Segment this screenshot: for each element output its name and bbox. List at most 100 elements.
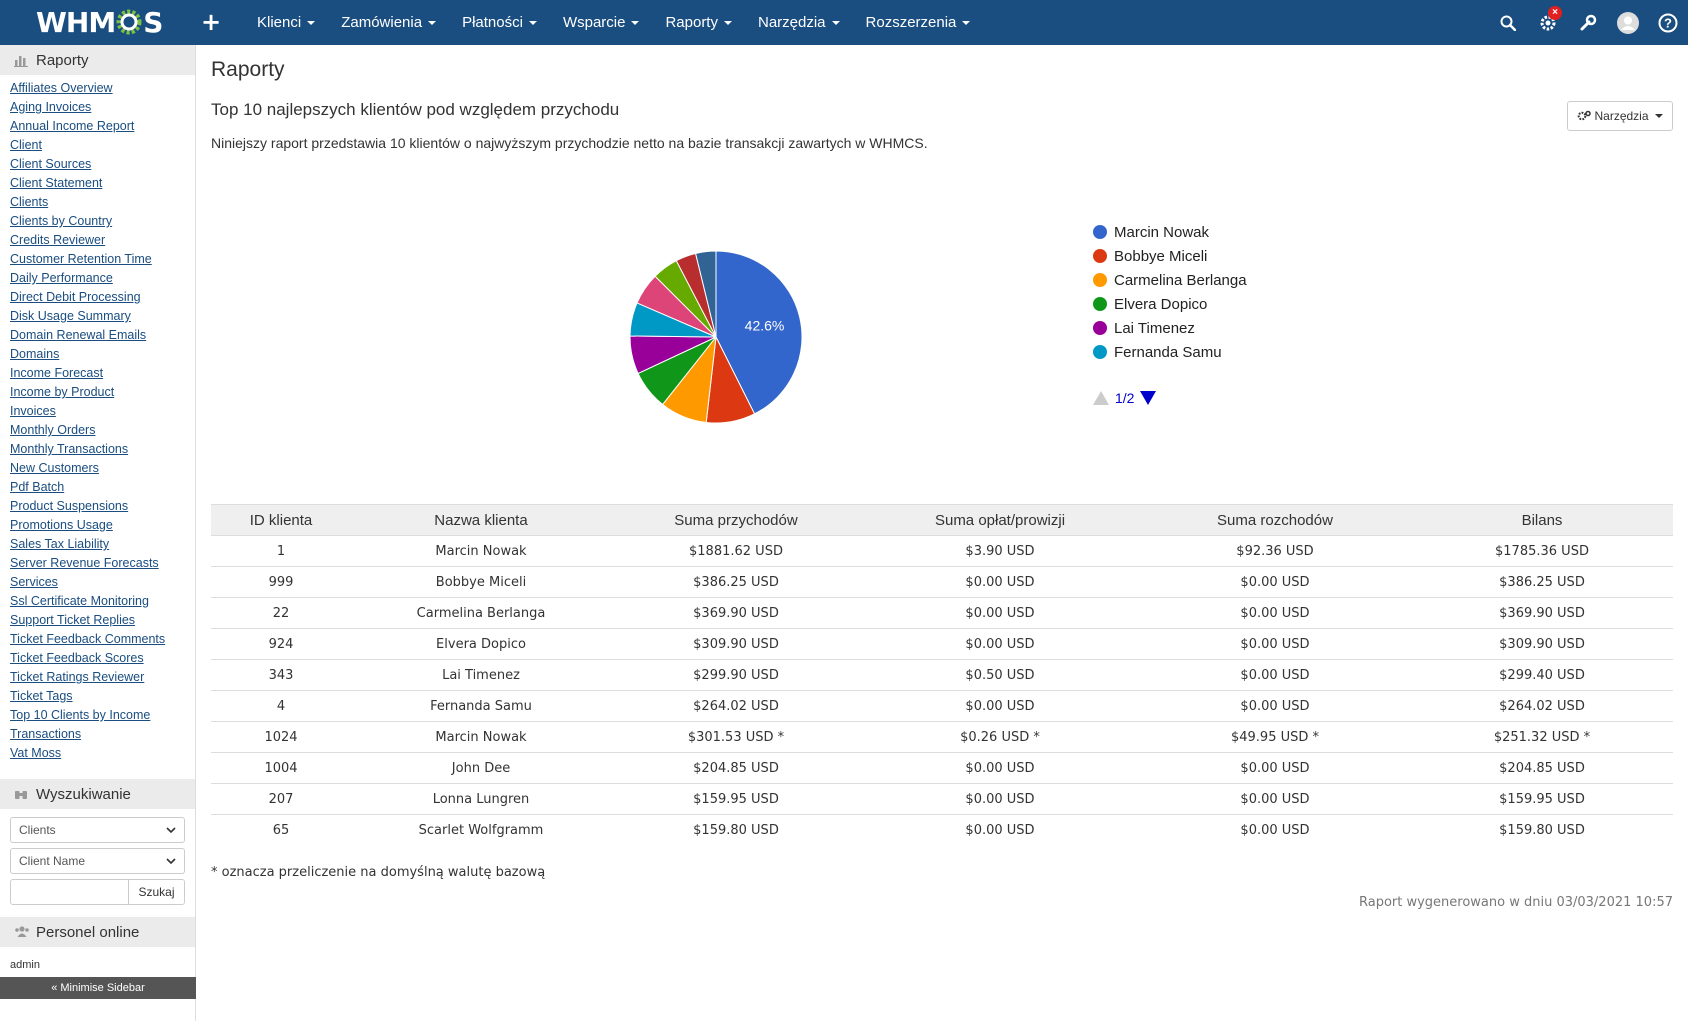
legend-color-dot [1093,345,1107,359]
sidebar-search-header: Wyszukiwanie [0,779,195,809]
table-cell: Lai Timenez [351,659,611,691]
report-links-list: Affiliates Overview Aging Invoices Annual … [0,75,195,769]
nav-item-orders[interactable]: Zamówienia [328,0,449,45]
sidebar-search-input[interactable] [11,880,128,904]
sidebar-report-link[interactable]: Ticket Ratings Reviewer [10,670,145,684]
legend-item[interactable]: Fernanda Samu [1093,340,1247,364]
legend-color-dot [1093,273,1107,287]
table-cell: $0.00 USD [1139,783,1411,815]
logo-gear-icon [116,9,142,35]
sidebar-report-link[interactable]: Pdf Batch [10,480,65,494]
sidebar-report-link[interactable]: Client [10,138,42,152]
caret-down-icon [723,20,732,25]
sidebar-report-link[interactable]: Monthly Orders [10,423,96,437]
legend-color-dot [1093,297,1107,311]
sidebar-report-link[interactable]: Clients [10,195,49,209]
nav-item-billing[interactable]: Płatności [449,0,550,45]
sidebar-report-link[interactable]: Ticket Tags [10,689,73,703]
sidebar-report-link[interactable]: Ssl Certificate Monitoring [10,594,149,608]
sidebar-report-link[interactable]: Client Sources [10,157,92,171]
sidebar-report-link[interactable]: Ticket Feedback Comments [10,632,166,646]
nav-item-addons[interactable]: Rozszerzenia [853,0,984,45]
user-avatar-icon[interactable] [1608,0,1648,45]
alert-badge: × [1548,6,1562,20]
sidebar-report-link[interactable]: New Customers [10,461,99,475]
nav-item-label: Rozszerzenia [865,14,957,31]
automation-status-gear-icon[interactable]: × [1528,0,1568,45]
top-clients-table: ID klienta Nazwa klienta Suma przychodów… [211,504,1673,846]
table-cell: Bobbye Miceli [351,566,611,598]
sidebar-report-link[interactable]: Client Statement [10,176,103,190]
search-type-select[interactable]: Clients [10,817,185,843]
table-cell: Fernanda Samu [351,690,611,722]
pie-slice-label: 42.6% [745,318,785,334]
legend-label: Fernanda Samu [1114,343,1222,361]
sidebar-report-link[interactable]: Transactions [10,727,82,741]
table-cell: $369.90 USD [1411,597,1673,629]
users-icon [14,925,29,939]
add-new-plus-icon[interactable]: + [201,8,222,36]
search-icon[interactable] [1488,0,1528,45]
sidebar-report-link[interactable]: Affiliates Overview [10,81,113,95]
table-cell: $159.80 USD [611,814,861,846]
sidebar-report-link[interactable]: Credits Reviewer [10,233,106,247]
table-cell: $159.95 USD [611,783,861,815]
pie-slice[interactable] [694,250,717,338]
legend-page-down-icon[interactable] [1140,391,1157,405]
sidebar-report-link[interactable]: Income by Product [10,385,115,399]
cogs-icon [1578,110,1592,121]
table-cell: $0.00 USD [1139,597,1411,629]
table-cell: Carmelina Berlanga [351,597,611,629]
sidebar-report-link[interactable]: Vat Moss [10,746,62,760]
sidebar-report-link[interactable]: Invoices [10,404,56,418]
table-cell: $204.85 USD [1411,752,1673,784]
legend-item[interactable]: Lai Timenez [1093,316,1247,340]
nav-item-clients[interactable]: Klienci [244,0,328,45]
table-cell: 1024 [211,721,351,753]
whmcs-logo[interactable]: WHM S [36,5,163,39]
sidebar-report-link[interactable]: Promotions Usage [10,518,113,532]
wrench-icon[interactable] [1568,0,1608,45]
table-cell: $299.40 USD [1411,659,1673,691]
sidebar-report-link[interactable]: Ticket Feedback Scores [10,651,144,665]
logo-text-right: S [143,5,163,39]
table-cell: 22 [211,597,351,629]
nav-item-utilities[interactable]: Narzędzia [745,0,853,45]
sidebar-report-link[interactable]: Product Suspensions [10,499,129,513]
pie-slice[interactable] [715,250,803,415]
nav-item-reports[interactable]: Raporty [652,0,745,45]
sidebar-report-link[interactable]: Direct Debit Processing [10,290,141,304]
chevron-down-icon [166,857,176,864]
sidebar-report-link[interactable]: Top 10 Clients by Income [10,708,151,722]
sidebar-report-link[interactable]: Income Forecast [10,366,104,380]
legend-item[interactable]: Marcin Nowak [1093,220,1247,244]
sidebar-report-link[interactable]: Aging Invoices [10,100,92,114]
table-row: 207 Lonna Lungren $159.95 USD $0.00 USD $0.0… [211,783,1673,815]
legend-item[interactable]: Bobbye Miceli [1093,244,1247,268]
table-cell: 999 [211,566,351,598]
nav-item-label: Narzędzia [757,14,826,31]
income-pie-chart: 42.6% [629,250,803,424]
table-cell: $204.85 USD [611,752,861,784]
sidebar-report-link[interactable]: Customer Retention Time [10,252,152,266]
legend-item[interactable]: Elvera Dopico [1093,292,1247,316]
sidebar-report-link[interactable]: Clients by Country [10,214,113,228]
sidebar-report-link[interactable]: Daily Performance [10,271,113,285]
sidebar-report-link[interactable]: Domain Renewal Emails [10,328,147,342]
sidebar-search-button[interactable]: Szukaj [128,880,184,904]
sidebar-report-link[interactable]: Services [10,575,58,589]
help-icon[interactable]: ? [1648,0,1688,45]
sidebar-report-link[interactable]: Disk Usage Summary [10,309,131,323]
caret-down-icon [631,20,640,25]
tools-dropdown-button[interactable]: Narzędzia [1567,101,1673,131]
sidebar-report-link[interactable]: Sales Tax Liability [10,537,110,551]
sidebar-report-link[interactable]: Annual Income Report [10,119,135,133]
sidebar-report-link[interactable]: Monthly Transactions [10,442,129,456]
legend-item[interactable]: Carmelina Berlanga [1093,268,1247,292]
nav-item-support[interactable]: Wsparcie [550,0,653,45]
sidebar-report-link[interactable]: Domains [10,347,60,361]
sidebar-report-link[interactable]: Support Ticket Replies [10,613,136,627]
sidebar-report-link[interactable]: Server Revenue Forecasts [10,556,159,570]
minimise-sidebar-button[interactable]: « Minimise Sidebar [0,977,196,999]
search-field-select[interactable]: Client Name [10,848,185,874]
